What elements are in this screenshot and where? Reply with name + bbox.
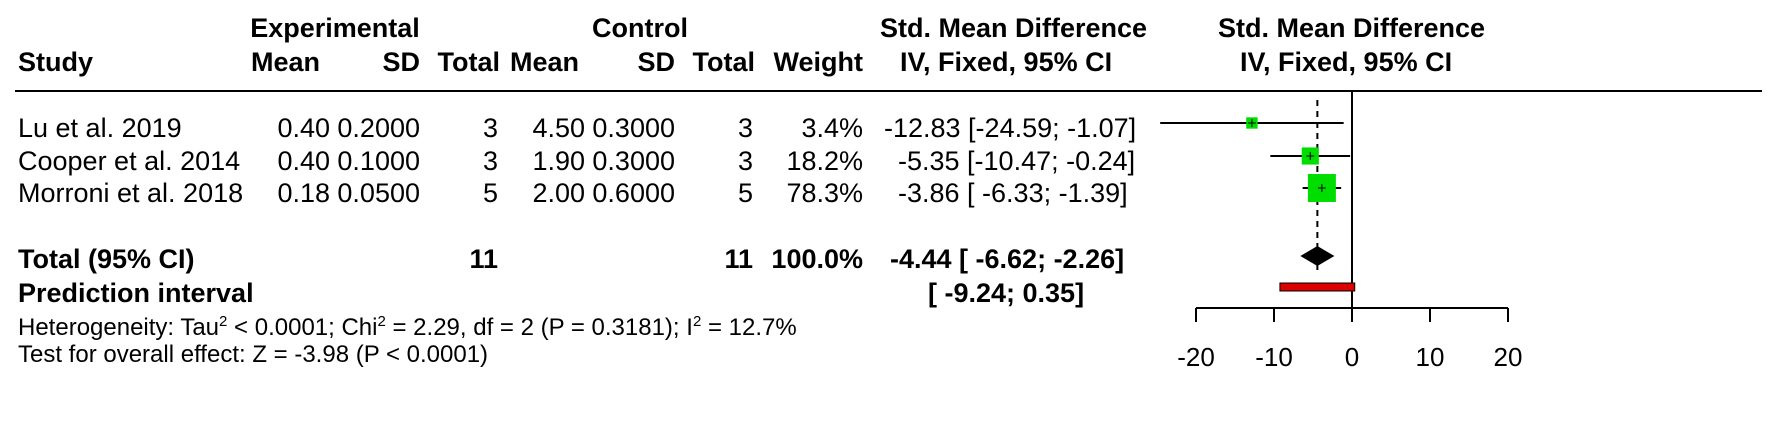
plot-title: Std. Mean Difference <box>1218 13 1486 43</box>
prediction-interval-bar <box>1279 282 1356 292</box>
study-name: Lu et al. 2019 <box>18 113 182 143</box>
ctrl-mean: 1.90 <box>532 146 585 176</box>
total-ci: -4.44 [ -6.62; -2.26] <box>890 244 1125 274</box>
experimental-group-header: Experimental <box>250 13 420 43</box>
exp-total-header: Total <box>437 47 501 77</box>
ctrl-sd: 0.3000 <box>592 113 675 143</box>
exp-mean: 0.40 <box>277 146 330 176</box>
ctrl-sd: 0.6000 <box>592 178 675 208</box>
study-weight: 18.2% <box>786 146 863 176</box>
exp-sd-header: SD <box>382 47 420 77</box>
exp-mean: 0.40 <box>277 113 330 143</box>
ctrl-mean: 2.00 <box>532 178 585 208</box>
study-name: Morroni et al. 2018 <box>18 178 244 208</box>
overall-effect-test: Test for overall effect: Z = -3.98 (P < … <box>18 341 489 368</box>
exp-sd: 0.0500 <box>337 178 420 208</box>
exp-mean-header: Mean <box>251 47 321 77</box>
ctrl-sd-header: SD <box>637 47 675 77</box>
total-exp-n: 11 <box>469 244 498 274</box>
ctrl-mean: 4.50 <box>532 113 585 143</box>
weight-header: Weight <box>773 47 864 77</box>
exp-total: 5 <box>482 178 498 208</box>
exp-sd: 0.2000 <box>337 113 420 143</box>
ctrl-total: 3 <box>737 146 753 176</box>
x-axis-tick-label: 10 <box>1416 342 1445 372</box>
smd-method-header: IV, Fixed, 95% CI <box>900 47 1113 77</box>
x-axis-tick-label: -20 <box>1177 342 1215 372</box>
heterogeneity-stats: Heterogeneity: Tau2 < 0.0001; Chi2 = 2.2… <box>18 313 797 341</box>
study-column-header: Study <box>18 47 94 77</box>
x-axis-tick-label: -10 <box>1255 342 1293 372</box>
exp-sd: 0.1000 <box>337 146 420 176</box>
study-weight: 78.3% <box>786 178 863 208</box>
pooled-effect-diamond <box>1300 246 1335 266</box>
control-group-header: Control <box>592 13 688 43</box>
study-weight: 3.4% <box>801 113 863 143</box>
study-ci: -5.35 [-10.47; -0.24] <box>898 146 1136 176</box>
prediction-interval-label: Prediction interval <box>18 278 254 308</box>
study-name: Cooper et al. 2014 <box>18 146 241 176</box>
ctrl-total: 3 <box>737 113 753 143</box>
total-weight: 100.0% <box>771 244 863 274</box>
exp-total: 3 <box>482 146 498 176</box>
ctrl-total: 5 <box>737 178 753 208</box>
exp-mean: 0.18 <box>277 178 330 208</box>
ctrl-total-header: Total <box>692 47 756 77</box>
study-ci: -12.83 [-24.59; -1.07] <box>884 113 1137 143</box>
ctrl-mean-header: Mean <box>510 47 580 77</box>
prediction-interval-ci: [ -9.24; 0.35] <box>928 278 1085 308</box>
smd-column-title: Std. Mean Difference <box>880 13 1148 43</box>
x-axis-tick-label: 0 <box>1345 342 1359 372</box>
x-axis-tick-label: 20 <box>1494 342 1523 372</box>
total-ctrl-n: 11 <box>724 244 753 274</box>
study-ci: -3.86 [ -6.33; -1.39] <box>898 178 1128 208</box>
ctrl-sd: 0.3000 <box>592 146 675 176</box>
plot-method-header: IV, Fixed, 95% CI <box>1240 47 1453 77</box>
exp-total: 3 <box>482 113 498 143</box>
total-label: Total (95% CI) <box>18 244 195 274</box>
